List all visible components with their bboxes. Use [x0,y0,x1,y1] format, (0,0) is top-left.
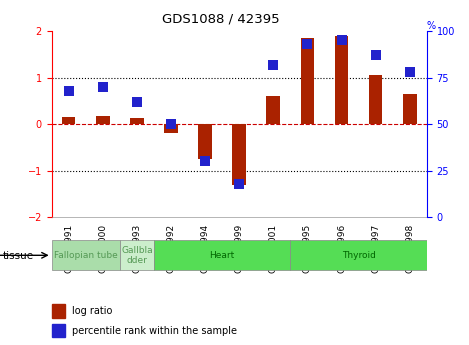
Text: %: % [427,21,436,31]
Point [303,41,311,47]
FancyBboxPatch shape [290,240,427,270]
Bar [369,75,382,124]
Bar [62,117,76,124]
Point [99,84,106,90]
Point [167,121,175,127]
Point [338,38,345,43]
Text: percentile rank within the sample: percentile rank within the sample [72,326,237,336]
Text: Fallopian tube: Fallopian tube [54,251,118,260]
Point [201,159,209,164]
Bar [232,124,246,185]
FancyBboxPatch shape [120,240,154,270]
Point [406,69,414,75]
FancyBboxPatch shape [154,240,290,270]
Point [372,52,379,58]
Bar [198,124,212,159]
Text: Gallbla
dder: Gallbla dder [121,246,153,265]
Text: Heart: Heart [210,251,235,260]
Bar [403,94,416,124]
Bar [164,124,178,132]
Bar [52,304,65,317]
Bar [96,116,110,124]
Point [270,62,277,67]
Bar [130,118,144,124]
FancyBboxPatch shape [52,240,120,270]
Bar [301,38,314,124]
Bar [335,36,348,124]
Bar [266,96,280,124]
Text: tissue: tissue [2,251,33,261]
Point [65,88,72,93]
Point [235,181,243,187]
Text: GDS1088 / 42395: GDS1088 / 42395 [162,12,279,25]
Text: Thyroid: Thyroid [341,251,376,260]
Bar [52,324,65,337]
Text: log ratio: log ratio [72,306,113,316]
Point [133,99,141,105]
